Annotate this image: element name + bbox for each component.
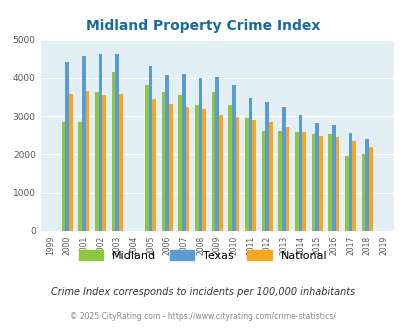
Bar [364,139,368,231]
Bar [328,134,331,231]
Bar [331,125,335,231]
Bar [111,72,115,231]
Bar [82,56,85,231]
Bar [211,92,215,231]
Bar [98,54,102,231]
Bar [361,154,364,231]
Bar [194,105,198,231]
Bar [318,136,322,231]
Bar [348,133,352,231]
Bar [145,85,148,231]
Bar [269,121,272,231]
Text: © 2025 CityRating.com - https://www.cityrating.com/crime-statistics/: © 2025 CityRating.com - https://www.city… [70,312,335,321]
Bar [78,122,82,231]
Bar [252,120,256,231]
Bar [335,137,339,231]
Bar [69,94,72,231]
Bar [344,155,348,231]
Bar [148,66,152,231]
Bar [161,92,165,231]
Bar [115,54,119,231]
Text: Crime Index corresponds to incidents per 100,000 inhabitants: Crime Index corresponds to incidents per… [51,287,354,297]
Bar [181,74,185,231]
Bar [235,116,239,231]
Bar [178,95,181,231]
Bar [85,91,89,231]
Text: Midland Property Crime Index: Midland Property Crime Index [85,19,320,33]
Legend: Midland, Texas, National: Midland, Texas, National [75,247,330,264]
Bar [119,94,122,231]
Bar [368,147,372,231]
Bar [198,78,202,231]
Bar [202,109,206,231]
Bar [294,132,298,231]
Bar [62,122,65,231]
Bar [311,134,315,231]
Bar [102,95,106,231]
Bar [302,132,305,231]
Bar [152,99,156,231]
Bar [245,118,248,231]
Bar [215,77,219,231]
Bar [265,102,269,231]
Bar [298,115,302,231]
Bar [185,107,189,231]
Bar [65,62,69,231]
Bar [232,85,235,231]
Bar [278,131,281,231]
Bar [261,131,265,231]
Bar [168,104,172,231]
Bar [165,75,168,231]
Bar [352,141,355,231]
Bar [285,127,289,231]
Bar [248,98,252,231]
Bar [95,92,98,231]
Bar [315,123,318,231]
Bar [219,115,222,231]
Bar [281,107,285,231]
Bar [228,105,232,231]
